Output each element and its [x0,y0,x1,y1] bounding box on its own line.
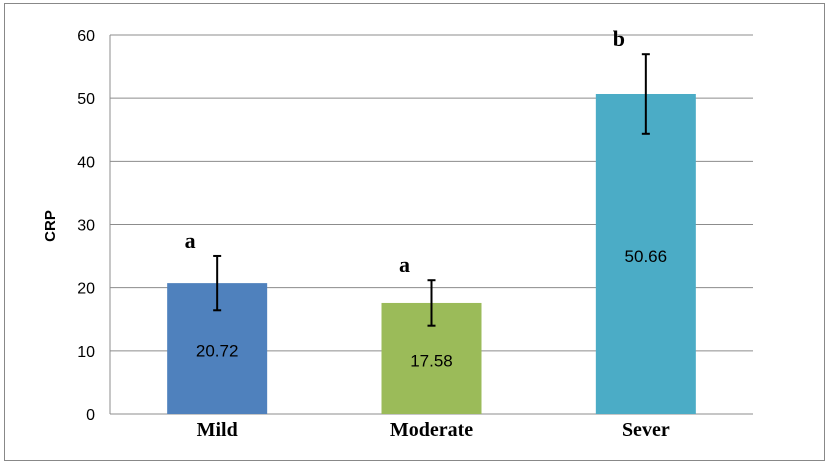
labels: 20.72 a Mild 17.58 a Moderate 50.66 b Sever [185,26,670,441]
y-tick-label: 20 [77,281,95,298]
y-tick-label: 50 [77,91,95,108]
y-tick-label: 30 [77,218,95,235]
y-tick-label: 0 [86,407,95,424]
y-tick-label: 10 [77,344,95,361]
significance-letter: a [399,252,410,277]
y-axis-label: CRP [42,210,59,242]
y-tick-label: 40 [77,154,95,171]
data-label: 17.58 [410,351,453,370]
data-label: 50.66 [625,247,668,266]
bars [167,93,696,414]
significance-letter: a [185,228,196,253]
x-tick-label: Sever [622,419,670,441]
error-bars [213,53,650,327]
y-tick-label: 60 [77,28,95,45]
x-tick-label: Moderate [390,419,473,441]
x-tick-label: Mild [197,419,238,441]
significance-letter: b [613,26,625,51]
bar-sever [595,93,696,414]
data-label: 20.72 [196,342,239,361]
